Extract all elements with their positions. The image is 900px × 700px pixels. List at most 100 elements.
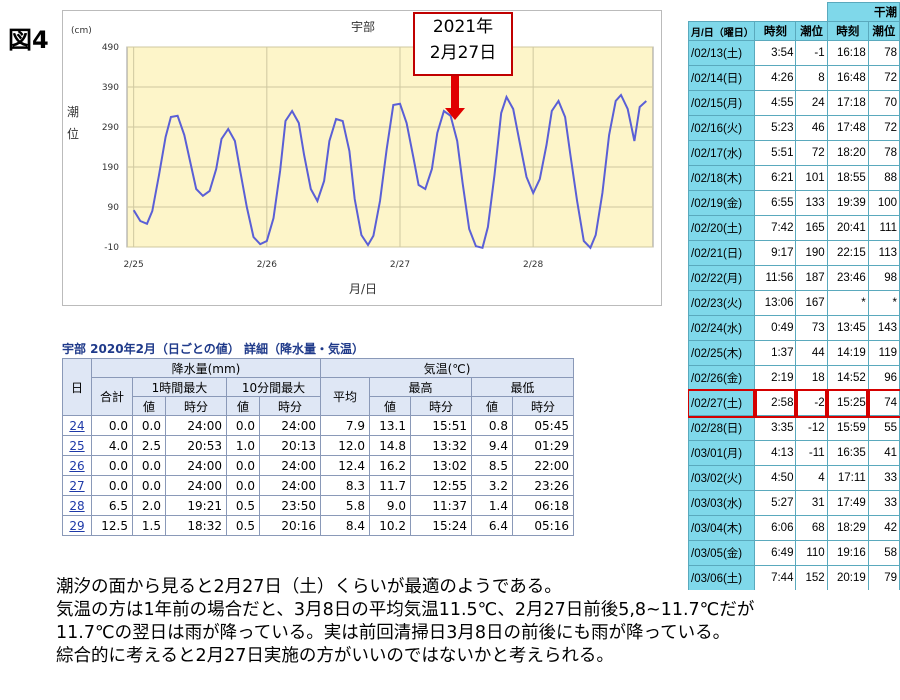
weather-cell: 13:32 <box>410 435 472 456</box>
tide-date-cell: /03/06(土) <box>688 565 756 590</box>
tide-cell: 72 <box>795 140 828 166</box>
weather-cell: 20:13 <box>259 435 321 456</box>
weather-cell: 19:21 <box>165 495 227 516</box>
weather-cell: 12.0 <box>320 435 370 456</box>
tide-cell: 17:48 <box>826 115 869 141</box>
tide-date-cell: /02/22(月) <box>688 265 756 291</box>
tide-header-spacer <box>754 2 796 22</box>
tide-cell: 113 <box>867 240 900 266</box>
tide-row: /03/05(金) 6:49 110 19:16 58 <box>688 540 900 566</box>
tide-cell: 4:26 <box>754 65 797 91</box>
tide-row: /02/28(日) 3:35 -12 15:59 55 <box>688 415 900 441</box>
weather-cell: 13.1 <box>369 415 411 436</box>
date-callout: 2021年 2月27日 <box>413 12 513 76</box>
day-link[interactable]: 27 <box>62 475 92 496</box>
weather-cell: 11:37 <box>410 495 472 516</box>
tide-cell: -2 <box>793 388 830 418</box>
tide-cell: 1:37 <box>754 340 797 366</box>
tide-cell: 15:59 <box>826 415 869 441</box>
tide-col-date: 月/日（曜日） <box>688 21 756 41</box>
tide-cell: 5:27 <box>754 490 797 516</box>
weather-cell: 8.4 <box>320 515 370 536</box>
tide-cell: 22:15 <box>826 240 869 266</box>
figure-label: 図4 <box>8 26 49 54</box>
tide-cell: 20:41 <box>826 215 869 241</box>
weather-cell: 24:00 <box>165 415 227 436</box>
weather-cell: 2.5 <box>132 435 166 456</box>
tide-cell: 2:19 <box>754 365 797 391</box>
col-temp: 気温(℃) <box>320 358 574 378</box>
tide-date-cell: /02/18(木) <box>688 165 756 191</box>
callout-arrow-shaft <box>451 76 459 110</box>
tide-cell: -1 <box>795 40 828 66</box>
tide-cell: 110 <box>795 540 828 566</box>
tide-col-level: 潮位 <box>795 21 828 41</box>
tide-col-time: 時刻 <box>754 21 797 41</box>
weather-cell: 12:55 <box>410 475 472 496</box>
weather-cell: 16.2 <box>369 455 411 476</box>
weather-cell: 20:16 <box>259 515 321 536</box>
weather-cell: 2.0 <box>132 495 166 516</box>
tide-cell: 72 <box>867 115 900 141</box>
weather-cell: 5.8 <box>320 495 370 516</box>
tide-date-cell: /03/01(月) <box>688 440 756 466</box>
col-precip: 降水量(mm) <box>91 358 321 378</box>
tide-date-cell: /02/15(月) <box>688 90 756 116</box>
day-link[interactable]: 24 <box>62 415 92 436</box>
tide-cell: 15:25 <box>825 388 871 418</box>
weather-cell: 12.4 <box>320 455 370 476</box>
tide-date-cell: /02/27(土) <box>688 388 757 418</box>
plot-area <box>126 46 654 248</box>
tide-col-level: 潮位 <box>867 21 900 41</box>
weather-cell: 24:00 <box>165 455 227 476</box>
tide-cell: 19:16 <box>826 540 869 566</box>
tide-cell: 5:23 <box>754 115 797 141</box>
tide-col-time: 時刻 <box>826 21 869 41</box>
tide-date-cell: /02/25(木) <box>688 340 756 366</box>
tide-cell: 7:42 <box>754 215 797 241</box>
tide-row: /02/15(月) 4:55 24 17:18 70 <box>688 90 900 116</box>
day-link[interactable]: 26 <box>62 455 92 476</box>
weather-cell: 24:00 <box>259 455 321 476</box>
weather-cell: 0.0 <box>91 455 133 476</box>
y-tick-label: 390 <box>102 83 119 93</box>
tide-cell: 20:19 <box>826 565 869 590</box>
tide-cell: 111 <box>867 215 900 241</box>
tide-cell: 33 <box>867 490 900 516</box>
weather-cell: 15:51 <box>410 415 472 436</box>
tide-row: /03/04(木) 6:06 68 18:29 42 <box>688 515 900 541</box>
tide-cell: 13:06 <box>754 290 797 316</box>
tide-cell: -12 <box>795 415 828 441</box>
note-line: 綜合的に考えると2月27日実施の方がいいのではないかと考えられる。 <box>56 646 614 666</box>
tide-cell: 55 <box>867 415 900 441</box>
tide-cell: 17:11 <box>826 465 869 491</box>
tide-cell: 6:21 <box>754 165 797 191</box>
tide-cell: 101 <box>795 165 828 191</box>
note-line: 11.7℃の翌日は雨が降っている。実は前回清掃日3月8日の前後にも雨が降っている… <box>56 623 731 643</box>
tide-cell: 100 <box>867 190 900 216</box>
tide-row: /02/26(金) 2:19 18 14:52 96 <box>688 365 900 391</box>
callout-date: 2月27日 <box>429 43 497 63</box>
y-axis-label-char: 位 <box>67 126 79 141</box>
col-day: 日 <box>62 358 92 416</box>
col-value: 値 <box>132 396 166 416</box>
tide-cell: 78 <box>867 40 900 66</box>
tide-row: /02/19(金) 6:55 133 19:39 100 <box>688 190 900 216</box>
col-value: 値 <box>226 396 260 416</box>
weather-cell: 8.3 <box>320 475 370 496</box>
tide-date-cell: /03/03(水) <box>688 490 756 516</box>
tide-cell: 74 <box>866 388 900 418</box>
tide-cell: 31 <box>795 490 828 516</box>
weather-cell: 12.5 <box>91 515 133 536</box>
col-value: 値 <box>471 396 513 416</box>
day-link[interactable]: 25 <box>62 435 92 456</box>
day-link[interactable]: 29 <box>62 515 92 536</box>
tide-date-cell: /03/04(木) <box>688 515 756 541</box>
tide-cell: 14:52 <box>826 365 869 391</box>
weather-table-title: 宇部 2020年2月（日ごとの値） 詳細（降水量・気温） <box>62 342 364 356</box>
weather-cell: 18:32 <box>165 515 227 536</box>
chart-title: 宇部 <box>351 19 375 34</box>
tide-cell: 3:54 <box>754 40 797 66</box>
tide-cell: 44 <box>795 340 828 366</box>
day-link[interactable]: 28 <box>62 495 92 516</box>
